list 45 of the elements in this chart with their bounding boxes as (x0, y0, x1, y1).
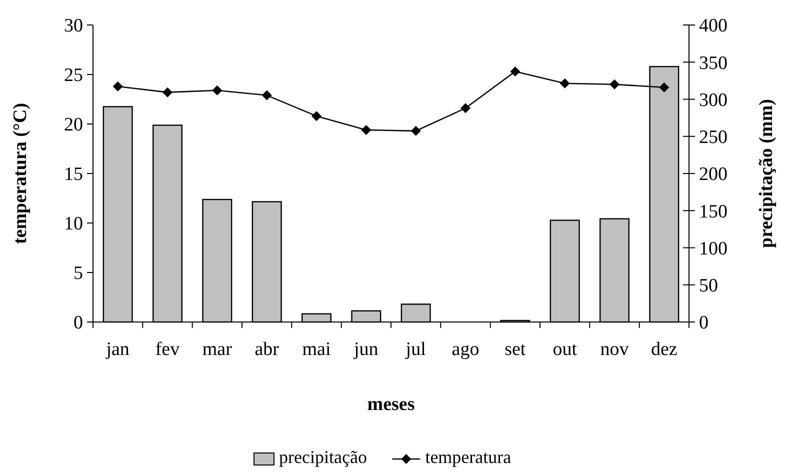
y-tick-label: 25 (64, 65, 83, 86)
point (312, 111, 322, 122)
point (410, 126, 421, 136)
x-tick-label: jan (105, 339, 130, 360)
x-axis-title: meses (367, 394, 415, 415)
point (460, 103, 470, 114)
x-tick-label: jul (404, 339, 426, 360)
point (162, 87, 172, 98)
y2-tick-label: 0 (699, 312, 708, 334)
point (560, 78, 570, 88)
x-tick-label: abr (254, 339, 280, 360)
y-tick-label: 20 (64, 114, 83, 136)
point (510, 66, 520, 77)
y2-tick-label: 100 (699, 238, 728, 260)
y2-tick-label: 250 (699, 127, 728, 148)
y-tick-label: 0 (74, 312, 83, 334)
x-tick-label: out (552, 339, 578, 360)
y2-tick-label: 400 (699, 16, 728, 37)
point (112, 81, 123, 92)
y2-tick-label: 350 (699, 52, 728, 74)
x-tick-label: dez (650, 339, 678, 360)
x-tick-label: jun (353, 339, 379, 360)
point (361, 124, 372, 135)
point (659, 82, 670, 92)
y2-tick-label: 50 (699, 276, 718, 297)
y-tick-label: 10 (64, 214, 83, 235)
legend-label: precipitação (279, 447, 367, 467)
x-tick-label: mai (302, 339, 331, 360)
x-tick-label: set (504, 339, 526, 360)
point (610, 79, 620, 90)
y-tick-label: 30 (64, 16, 83, 37)
y-axis-title: temperatura (°C) (10, 102, 31, 244)
y-tick-label: 5 (74, 263, 83, 284)
x-tick-label: mar (202, 339, 233, 360)
y2-tick-label: 200 (699, 164, 728, 186)
point (212, 85, 222, 96)
y-tick-label: 15 (64, 164, 83, 186)
point (262, 90, 272, 100)
y2-axis-title: precipitação (mm) (756, 99, 777, 248)
y2-tick-label: 150 (699, 201, 728, 222)
y2-tick-label: 300 (699, 90, 728, 111)
legend-label: temperatura (425, 447, 512, 467)
x-tick-label: fev (155, 339, 180, 360)
x-tick-label: nov (600, 339, 630, 360)
x-tick-label: ago (452, 339, 480, 360)
